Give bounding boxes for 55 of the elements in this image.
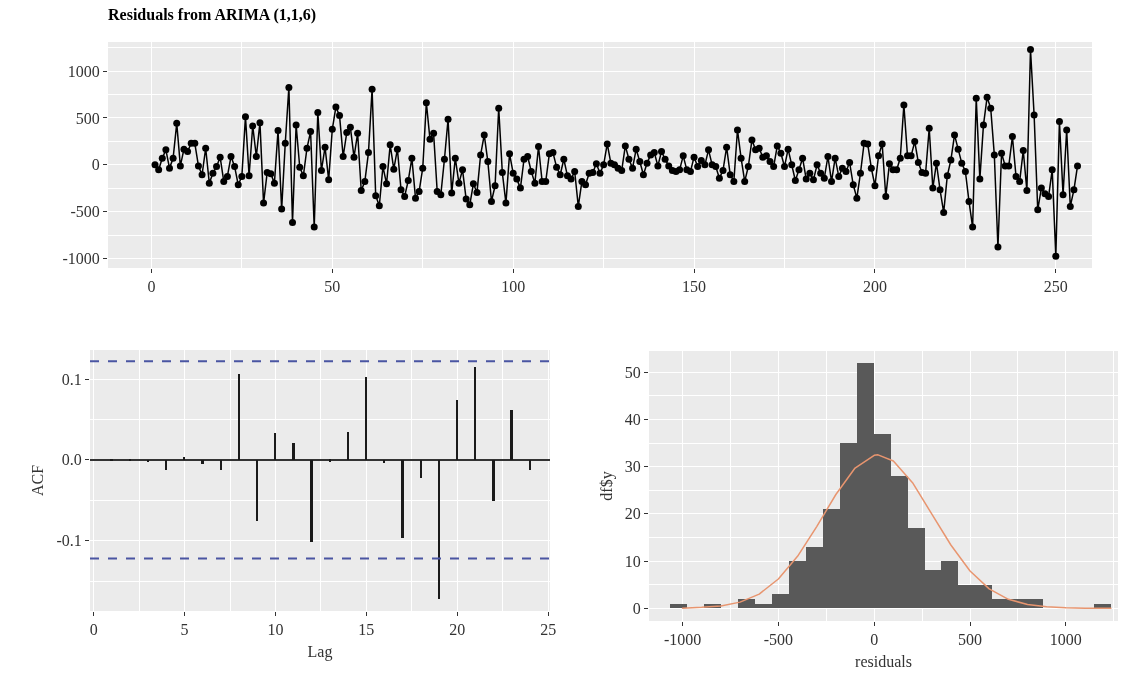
x-axis-title: residuals <box>855 652 912 670</box>
bar <box>529 460 531 470</box>
bar <box>456 400 458 460</box>
bar <box>292 443 295 460</box>
bar <box>201 460 204 464</box>
y-axis-title: df$y <box>597 471 616 501</box>
y-tick-label: 0.0 <box>61 451 82 469</box>
y-tick-label: 30 <box>624 458 641 476</box>
x-tick-label: 10 <box>267 621 284 639</box>
bar <box>347 432 349 460</box>
x-tick-label: 500 <box>958 631 983 649</box>
x-tick-label: 200 <box>862 278 887 296</box>
y-tick-label: 10 <box>624 552 641 570</box>
y-tick-label: 0 <box>91 156 100 174</box>
bar <box>383 460 385 463</box>
y-tick-label: 50 <box>624 363 641 381</box>
bar <box>183 457 185 460</box>
bar <box>510 410 513 460</box>
x-tick-label: 15 <box>358 621 375 639</box>
x-tick-label: 0 <box>870 631 879 649</box>
bar <box>256 460 258 521</box>
bar <box>474 367 476 460</box>
y-tick-label: 500 <box>75 109 100 127</box>
y-tick-label: -1000 <box>62 250 100 268</box>
x-tick-label: 25 <box>540 621 557 639</box>
y-tick-label: -500 <box>70 203 100 221</box>
y-tick-label: 1000 <box>67 62 100 80</box>
bar <box>365 377 367 460</box>
bar <box>238 374 240 460</box>
y-tick-label: 0.1 <box>61 370 82 388</box>
x-tick-label: -500 <box>763 631 794 649</box>
bar <box>274 433 276 460</box>
x-tick-label: 0 <box>147 278 156 296</box>
y-axis-title: ACF <box>29 464 47 497</box>
x-tick-label: 250 <box>1043 278 1068 296</box>
x-tick-label: 100 <box>501 278 526 296</box>
bar <box>165 460 167 470</box>
bar <box>220 460 222 470</box>
y-tick-label: -0.1 <box>56 532 82 550</box>
x-tick-label: 150 <box>682 278 707 296</box>
y-tick-label: 40 <box>624 411 641 429</box>
x-tick-label: -1000 <box>663 631 702 649</box>
x-axis-title: Lag <box>307 642 333 661</box>
x-tick-label: 5 <box>180 621 189 639</box>
x-tick-label: 50 <box>324 278 341 296</box>
bar <box>492 460 495 501</box>
y-tick-label: 20 <box>624 505 641 523</box>
x-tick-label: 1000 <box>1049 631 1082 649</box>
bar <box>438 460 440 599</box>
bar <box>401 460 404 538</box>
x-tick-label: 20 <box>449 621 466 639</box>
bar <box>310 460 313 542</box>
chart-title: Residuals from ARIMA (1,1,6) <box>108 5 317 24</box>
y-tick-label: 0 <box>632 599 641 617</box>
bar <box>420 460 422 478</box>
